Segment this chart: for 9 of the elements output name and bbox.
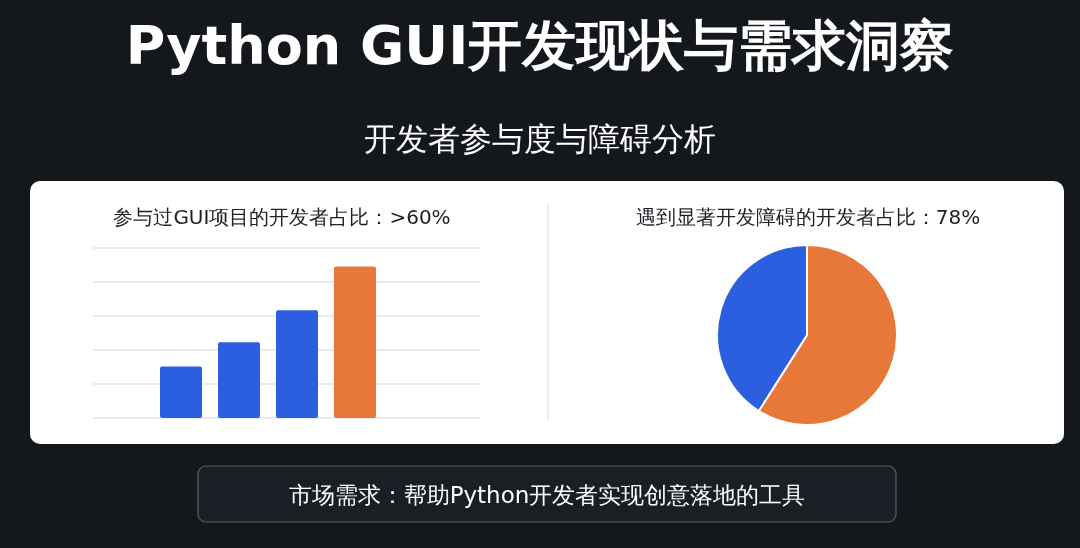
bar (218, 342, 260, 418)
text: Python GUI开发现状与需求洞察 (125, 14, 955, 77)
text: 市场需求：帮助Python开发者实现创意落地的工具 (288, 482, 806, 508)
bar (334, 266, 376, 418)
bar (276, 310, 318, 418)
chart-title: 参与过GUI项目的开发者占比：>60% (113, 205, 451, 229)
chart-title: 遇到显著开发障碍的开发者占比：78% (635, 205, 981, 229)
bar (160, 366, 202, 418)
text: 开发者参与度与障碍分析 (364, 120, 716, 158)
